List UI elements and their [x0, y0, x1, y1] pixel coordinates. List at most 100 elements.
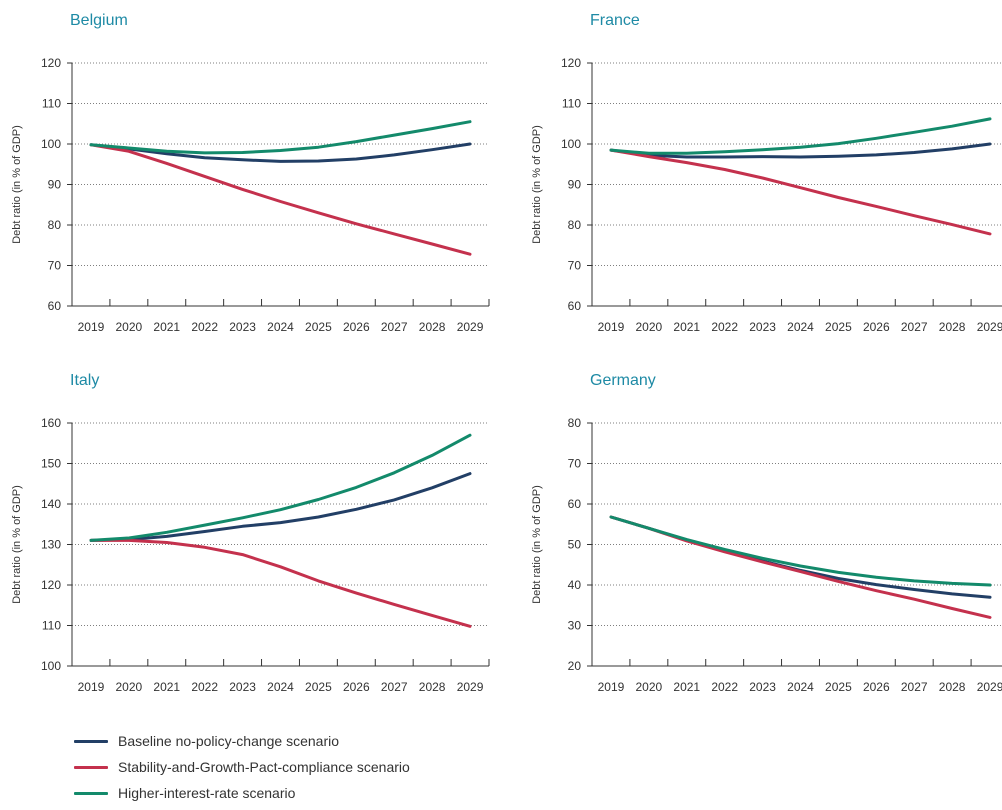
chart-svg: 20 30 40 50 60 70 80 2019 2020 2021 2022 2023 2024 20… [531, 416, 1002, 694]
x-tick-label: 2025 [305, 680, 332, 694]
x-tick-label: 2025 [825, 680, 852, 694]
x-tick-label: 2025 [305, 320, 332, 334]
chart-panel-france: France 60 70 80 90 100 110 120 2019 2020 2021 2022… [520, 0, 1002, 360]
x-tick-label: 2024 [267, 320, 294, 334]
x-tick-label: 2021 [673, 320, 700, 334]
legend-label: Stability-and-Growth-Pact-compliance sce… [118, 759, 410, 775]
y-tick-label: 70 [568, 259, 582, 273]
legend-item-sgp: Stability-and-Growth-Pact-compliance sce… [74, 754, 410, 780]
y-axis-title: Debt ratio (in % of GDP) [531, 125, 543, 244]
legend-swatch [74, 739, 108, 743]
y-tick-label: 40 [568, 578, 582, 592]
y-tick-label: 120 [41, 56, 61, 70]
y-tick-label: 150 [41, 457, 61, 471]
chart-title: Germany [590, 372, 656, 389]
chart-svg: 60 70 80 90 100 110 120 2019 2020 2021 2022 2023 202… [531, 56, 1002, 334]
y-tick-label: 20 [568, 659, 582, 673]
x-tick-label: 2020 [636, 680, 663, 694]
x-tick-label: 2019 [78, 320, 105, 334]
x-tick-label: 2022 [711, 320, 738, 334]
x-tick-label: 2022 [711, 680, 738, 694]
y-tick-label: 60 [48, 299, 62, 313]
series-line-baseline [89, 472, 472, 542]
chart-title: Belgium [70, 12, 128, 29]
x-tick-label: 2024 [267, 680, 294, 694]
x-tick-label: 2024 [787, 320, 814, 334]
y-axis-title: Debt ratio (in % of GDP) [531, 485, 543, 604]
chart-panel-italy: Italy 100 110 120 130 140 150 160 2019 2020 2021 2… [0, 360, 501, 720]
series-line-sgp [89, 143, 472, 256]
y-tick-label: 80 [48, 218, 62, 232]
x-tick-label: 2020 [636, 320, 663, 334]
y-tick-label: 110 [562, 97, 581, 111]
series-line-sgp [89, 538, 472, 628]
y-tick-label: 90 [568, 178, 582, 192]
x-tick-label: 2022 [191, 320, 218, 334]
series-line-higher [609, 117, 992, 155]
x-tick-label: 2023 [229, 680, 256, 694]
y-tick-label: 140 [41, 497, 61, 511]
y-tick-label: 100 [41, 137, 61, 151]
y-tick-label: 70 [568, 457, 582, 471]
y-tick-label: 80 [568, 218, 582, 232]
legend-item-higher: Higher-interest-rate scenario [74, 780, 410, 806]
x-tick-label: 2019 [598, 320, 625, 334]
chart-svg: 60 70 80 90 100 110 120 2019 2020 2021 2022 2023 202… [11, 56, 490, 334]
x-tick-label: 2027 [381, 680, 408, 694]
x-tick-label: 2026 [863, 680, 890, 694]
y-tick-label: 30 [568, 619, 582, 633]
y-tick-label: 110 [42, 97, 61, 111]
y-tick-label: 120 [41, 578, 61, 592]
x-tick-label: 2028 [419, 320, 446, 334]
x-tick-label: 2029 [977, 320, 1002, 334]
x-tick-label: 2023 [749, 320, 776, 334]
y-tick-label: 90 [48, 178, 62, 192]
x-tick-label: 2019 [598, 680, 625, 694]
x-tick-label: 2028 [939, 680, 966, 694]
x-tick-label: 2028 [939, 320, 966, 334]
y-tick-label: 120 [561, 56, 581, 70]
x-tick-label: 2029 [977, 680, 1002, 694]
chart-panel-belgium: Belgium 60 70 80 90 100 110 120 2019 2020 2021 202… [0, 0, 501, 360]
x-tick-label: 2023 [229, 320, 256, 334]
legend-swatch [74, 791, 108, 795]
x-tick-label: 2027 [901, 320, 928, 334]
x-tick-label: 2027 [381, 320, 408, 334]
legend-label: Baseline no-policy-change scenario [118, 733, 340, 749]
x-tick-label: 2026 [343, 320, 370, 334]
series-line-baseline [609, 142, 992, 159]
x-tick-label: 2023 [749, 680, 776, 694]
series-line-sgp [609, 148, 992, 236]
series-line-higher [89, 433, 472, 542]
chart-title: France [590, 12, 640, 29]
x-tick-label: 2027 [901, 680, 928, 694]
x-tick-label: 2022 [191, 680, 218, 694]
y-tick-label: 160 [41, 416, 61, 430]
x-tick-label: 2026 [863, 320, 890, 334]
legend-swatch [74, 765, 108, 769]
y-tick-label: 50 [568, 538, 582, 552]
x-tick-label: 2029 [457, 320, 484, 334]
series-line-higher [609, 515, 992, 587]
legend-item-baseline: Baseline no-policy-change scenario [74, 728, 410, 754]
y-tick-label: 70 [48, 259, 62, 273]
y-axis-title: Debt ratio (in % of GDP) [11, 125, 23, 244]
chart-svg: 100 110 120 130 140 150 160 2019 2020 2021 2022 202… [11, 416, 490, 694]
series-line-baseline [89, 142, 472, 163]
x-tick-label: 2020 [116, 320, 143, 334]
x-tick-label: 2024 [787, 680, 814, 694]
y-axis-title: Debt ratio (in % of GDP) [11, 485, 23, 604]
x-tick-label: 2028 [419, 680, 446, 694]
y-tick-label: 80 [568, 416, 582, 430]
y-tick-label: 100 [41, 659, 61, 673]
legend-label: Higher-interest-rate scenario [118, 785, 296, 801]
x-tick-label: 2019 [78, 680, 105, 694]
chart-legend: Baseline no-policy-change scenario Stabi… [74, 728, 410, 806]
chart-panel-germany: Germany 20 30 40 50 60 70 80 2019 2020 2021 2022 20… [520, 360, 1002, 720]
y-tick-label: 110 [42, 619, 61, 633]
x-tick-label: 2021 [153, 320, 180, 334]
x-tick-label: 2029 [457, 680, 484, 694]
x-tick-label: 2020 [116, 680, 143, 694]
y-tick-label: 100 [561, 137, 581, 151]
x-tick-label: 2021 [673, 680, 700, 694]
